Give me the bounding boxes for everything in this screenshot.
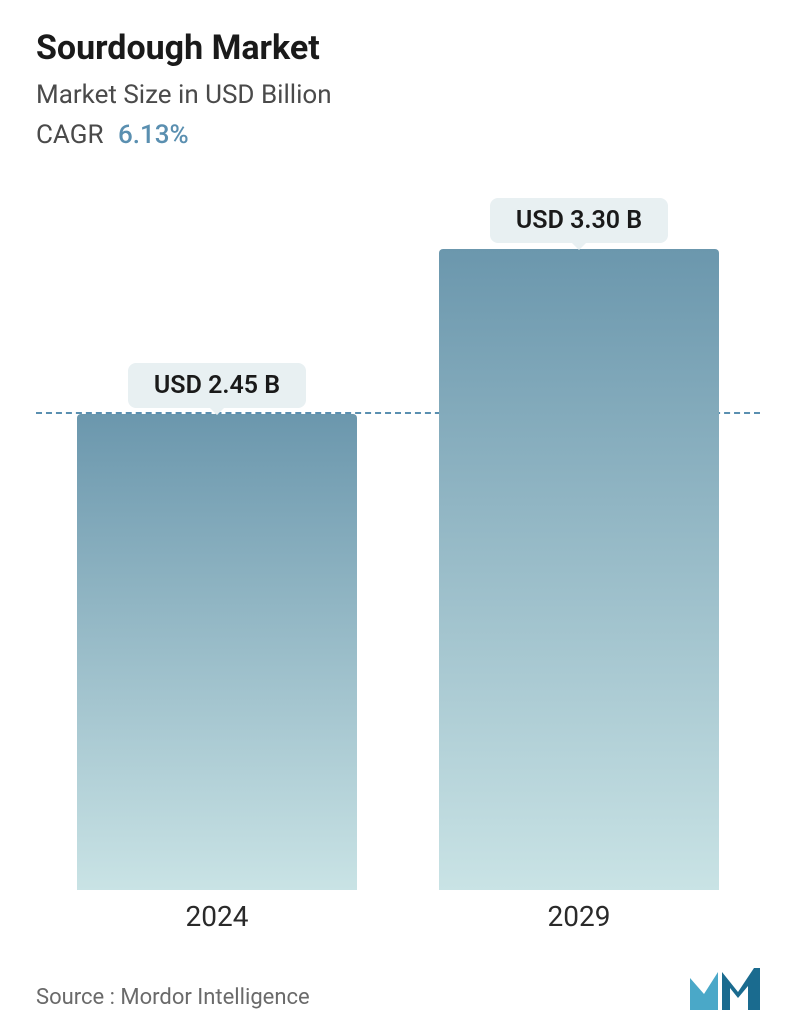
value-badge: USD 2.45 B [128, 363, 306, 408]
x-axis-labels: 2024 2029 [36, 900, 760, 933]
x-axis-label: 2029 [439, 900, 719, 933]
mordor-logo-icon [690, 968, 760, 1010]
header: Sourdough Market Market Size in USD Bill… [0, 0, 796, 150]
x-axis-label: 2024 [77, 900, 357, 933]
source-text: Source : Mordor Intelligence [36, 985, 310, 1010]
bars-container: USD 2.45 BUSD 3.30 B [36, 210, 760, 890]
cagr-row: CAGR 6.13% [36, 120, 760, 150]
cagr-value: 6.13% [118, 120, 189, 150]
footer: Source : Mordor Intelligence [36, 968, 760, 1010]
bar [439, 249, 719, 890]
bar [77, 414, 357, 890]
bar-group: USD 3.30 B [439, 198, 719, 890]
page-title: Sourdough Market [36, 28, 760, 68]
value-badge: USD 3.30 B [490, 198, 668, 243]
cagr-label: CAGR [36, 120, 103, 150]
bar-chart: USD 2.45 BUSD 3.30 B [36, 210, 760, 890]
subtitle: Market Size in USD Billion [36, 80, 760, 110]
bar-group: USD 2.45 B [77, 363, 357, 890]
